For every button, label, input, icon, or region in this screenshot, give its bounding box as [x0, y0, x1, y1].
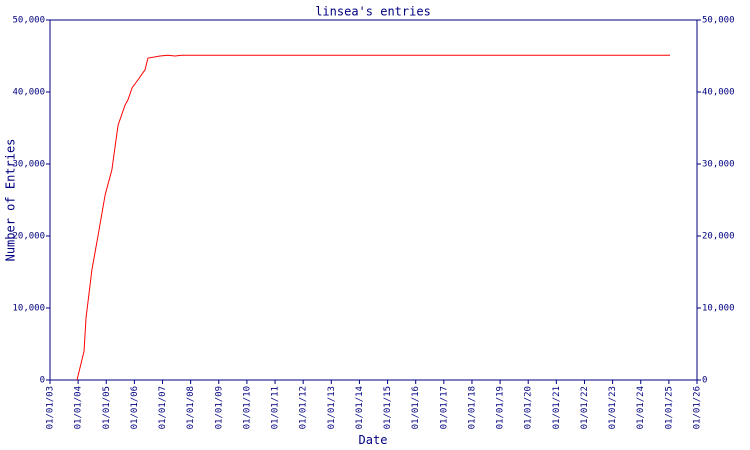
x-tick-label: 01/01/26 — [693, 386, 703, 429]
x-tick-label: 01/01/23 — [608, 386, 618, 429]
x-tick-label: 01/01/20 — [524, 386, 534, 429]
y-axis-label: Number of Entries — [4, 139, 18, 262]
y-tick-label: 20,000 — [12, 232, 45, 242]
x-tick-label: 01/01/18 — [467, 386, 477, 429]
plot-frame — [49, 19, 698, 381]
data-line — [76, 54, 670, 381]
x-tick-label: 01/01/04 — [74, 386, 84, 429]
x-tick-label: 01/01/24 — [636, 386, 646, 429]
x-tick-label: 01/01/16 — [411, 386, 421, 429]
x-tick-label: 01/01/13 — [327, 386, 337, 429]
x-tick-label: 01/01/06 — [130, 386, 140, 429]
y-tick-label: 40,000 — [12, 88, 45, 98]
x-tick-label: 01/01/25 — [664, 386, 674, 429]
x-tick-label: 01/01/05 — [102, 386, 112, 429]
y-tick-label-right: 40,000 — [702, 88, 735, 98]
y-tick-label: 0 — [40, 376, 45, 386]
y-tick-label: 10,000 — [12, 304, 45, 314]
x-tick-label: 01/01/08 — [186, 386, 196, 429]
y-tick-label-right: 0 — [702, 376, 707, 386]
chart-title: linsea's entries — [315, 5, 431, 19]
x-tick-label: 01/01/22 — [580, 386, 590, 429]
y-tick-label-right: 30,000 — [702, 160, 735, 170]
x-tick-label: 01/01/07 — [158, 386, 168, 429]
x-axis-label: Date — [359, 433, 388, 447]
y-tick-label-right: 10,000 — [702, 304, 735, 314]
x-tick-label: 01/01/17 — [439, 386, 449, 429]
y-tick-label: 50,000 — [12, 16, 45, 26]
x-tick-label: 01/01/21 — [552, 386, 562, 429]
y-tick-label: 30,000 — [12, 160, 45, 170]
x-tick-label: 01/01/10 — [242, 386, 252, 429]
x-tick-label: 01/01/03 — [46, 386, 56, 429]
y-tick-label-right: 20,000 — [702, 232, 735, 242]
x-tick-label: 01/01/15 — [383, 386, 393, 429]
x-tick-label: 01/01/11 — [271, 386, 281, 429]
x-tick-label: 01/01/14 — [355, 386, 365, 429]
x-tick-label: 01/01/19 — [496, 386, 506, 429]
x-tick-label: 01/01/12 — [299, 386, 309, 429]
y-tick-label-right: 50,000 — [702, 16, 735, 26]
x-tick-label: 01/01/09 — [214, 386, 224, 429]
